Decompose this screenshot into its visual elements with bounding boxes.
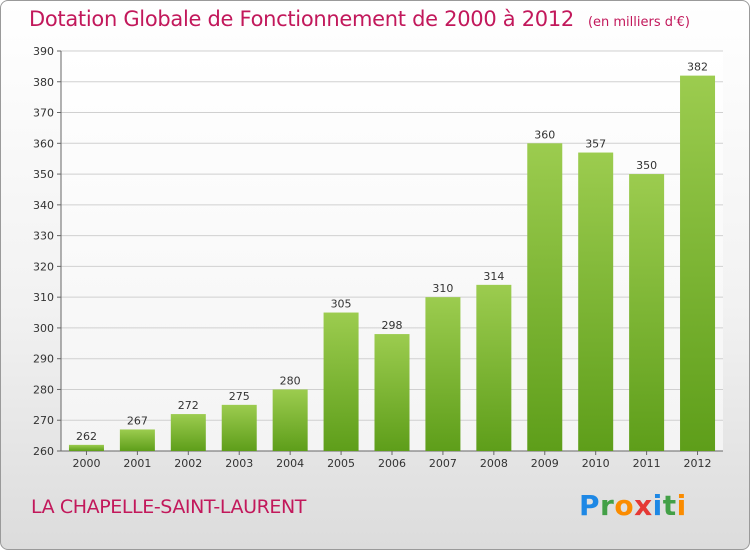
x-tick-label: 2002 (174, 457, 202, 470)
brand-letter: i (652, 489, 663, 522)
proxiti-logo: Proxiti (579, 489, 687, 522)
y-tick-label: 290 (33, 353, 54, 366)
x-tick-label: 2001 (123, 457, 151, 470)
y-tick-label: 380 (33, 76, 54, 89)
y-tick-label: 270 (33, 414, 54, 427)
brand-letter: r (600, 489, 615, 522)
y-tick-label: 360 (33, 137, 54, 150)
bar-2008 (476, 284, 512, 451)
x-tick-label: 2012 (684, 457, 712, 470)
bar-2009 (527, 143, 563, 452)
bar-2007 (425, 297, 461, 451)
x-tick-label: 2005 (327, 457, 355, 470)
y-tick-label: 340 (33, 199, 54, 212)
y-tick-label: 370 (33, 107, 54, 120)
data-label: 382 (687, 61, 708, 74)
y-tick-label: 390 (33, 45, 54, 58)
y-tick-label: 280 (33, 383, 54, 396)
y-tick-label: 350 (33, 168, 54, 181)
x-tick-label: 2009 (531, 457, 559, 470)
bar-2002 (170, 414, 206, 451)
x-tick-label: 2003 (225, 457, 253, 470)
brand-letter: P (579, 489, 601, 522)
data-label: 314 (483, 270, 504, 283)
data-label: 280 (280, 374, 301, 387)
data-label: 357 (585, 138, 606, 151)
y-tick-label: 330 (33, 230, 54, 243)
commune-name: LA CHAPELLE-SAINT-LAURENT (31, 496, 307, 518)
x-tick-label: 2010 (582, 457, 610, 470)
data-label: 272 (178, 399, 199, 412)
title-text: Dotation Globale de Fonctionnement de 20… (29, 7, 574, 31)
bar-2003 (221, 404, 257, 451)
bar-2000 (68, 444, 104, 451)
y-tick-label: 260 (33, 445, 54, 458)
data-label: 267 (127, 414, 148, 427)
bar-2001 (119, 429, 155, 451)
brand-letter: x (634, 489, 653, 522)
y-tick-label: 310 (33, 291, 54, 304)
data-label: 275 (229, 390, 250, 403)
bar-2010 (578, 152, 614, 452)
y-tick-label: 320 (33, 260, 54, 273)
x-tick-label: 2006 (378, 457, 406, 470)
y-tick-label: 300 (33, 322, 54, 335)
brand-letter: o (614, 489, 635, 522)
data-label: 360 (534, 128, 555, 141)
data-label: 305 (331, 298, 352, 311)
data-label: 310 (432, 282, 453, 295)
x-tick-label: 2004 (276, 457, 304, 470)
bar-2011 (629, 174, 665, 452)
data-label: 350 (636, 159, 657, 172)
bar-2004 (272, 389, 308, 451)
brand-letter: t (662, 489, 677, 522)
unit-label: (en milliers d'€) (587, 15, 690, 30)
bar-2006 (374, 334, 410, 451)
bar-2005 (323, 312, 359, 451)
data-label: 262 (76, 430, 97, 443)
data-label: 298 (382, 319, 403, 332)
x-tick-label: 2007 (429, 457, 457, 470)
x-tick-label: 2000 (72, 457, 100, 470)
x-tick-label: 2008 (480, 457, 508, 470)
brand-letter: i (676, 489, 687, 522)
bar-2012 (680, 75, 716, 451)
chart-title: Dotation Globale de Fonctionnement de 20… (29, 7, 690, 31)
x-tick-label: 2011 (633, 457, 661, 470)
